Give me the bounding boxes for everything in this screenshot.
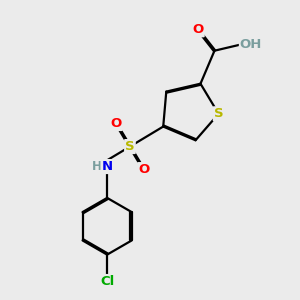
Text: H: H bbox=[92, 160, 102, 173]
Text: S: S bbox=[125, 140, 135, 153]
Text: O: O bbox=[110, 117, 122, 130]
Text: OH: OH bbox=[240, 38, 262, 51]
Text: N: N bbox=[102, 160, 113, 173]
Text: S: S bbox=[214, 107, 224, 120]
Text: Cl: Cl bbox=[100, 275, 114, 288]
Text: O: O bbox=[192, 23, 204, 36]
Text: O: O bbox=[138, 163, 149, 176]
